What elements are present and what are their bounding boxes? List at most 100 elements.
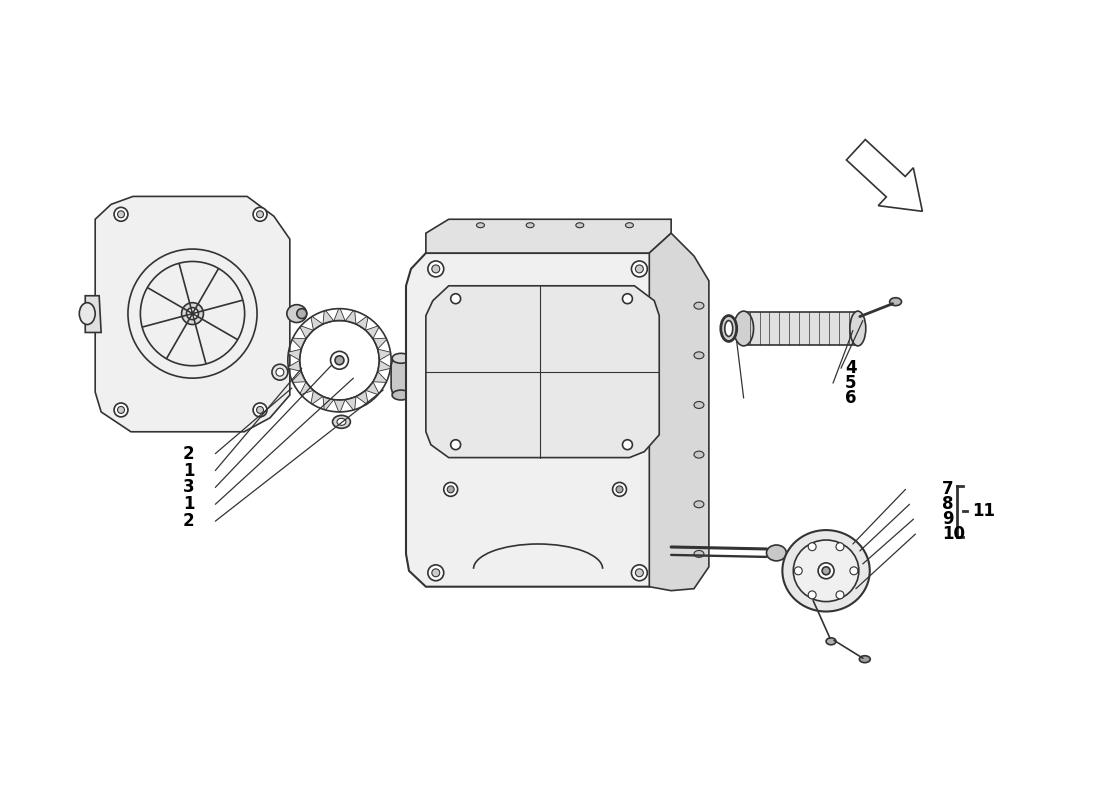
Ellipse shape (631, 565, 647, 581)
Polygon shape (365, 382, 380, 394)
Ellipse shape (636, 265, 644, 273)
Ellipse shape (392, 354, 410, 363)
Ellipse shape (575, 222, 584, 228)
Ellipse shape (794, 567, 802, 574)
Ellipse shape (114, 403, 128, 417)
Ellipse shape (272, 364, 288, 380)
Ellipse shape (336, 356, 344, 365)
Ellipse shape (631, 261, 647, 277)
Ellipse shape (476, 222, 484, 228)
Ellipse shape (694, 451, 704, 458)
Ellipse shape (182, 302, 204, 325)
Polygon shape (293, 338, 306, 349)
Polygon shape (323, 310, 333, 324)
Polygon shape (300, 326, 313, 339)
Ellipse shape (443, 482, 458, 496)
Text: 1: 1 (183, 462, 195, 479)
Polygon shape (345, 397, 356, 410)
Ellipse shape (793, 540, 859, 602)
Ellipse shape (392, 390, 410, 400)
Ellipse shape (330, 351, 349, 370)
Ellipse shape (118, 211, 124, 218)
Polygon shape (426, 219, 671, 253)
Ellipse shape (767, 545, 786, 561)
Polygon shape (86, 296, 101, 333)
Ellipse shape (822, 567, 830, 574)
Polygon shape (373, 338, 387, 349)
Ellipse shape (451, 294, 461, 304)
Ellipse shape (808, 542, 816, 550)
Ellipse shape (79, 302, 96, 325)
Ellipse shape (890, 298, 902, 306)
Polygon shape (744, 312, 858, 346)
Text: 4: 4 (845, 359, 857, 378)
Ellipse shape (253, 207, 267, 222)
Polygon shape (333, 399, 345, 412)
Polygon shape (311, 390, 323, 404)
Ellipse shape (720, 315, 737, 342)
Ellipse shape (451, 440, 461, 450)
Ellipse shape (287, 305, 307, 322)
Polygon shape (365, 326, 380, 339)
Ellipse shape (448, 486, 454, 493)
Ellipse shape (256, 211, 264, 218)
Ellipse shape (636, 569, 644, 577)
Ellipse shape (734, 311, 754, 346)
Ellipse shape (428, 261, 443, 277)
Ellipse shape (623, 440, 632, 450)
Text: 2: 2 (183, 512, 195, 530)
Ellipse shape (432, 569, 440, 577)
Ellipse shape (623, 294, 632, 304)
Polygon shape (345, 310, 356, 324)
Ellipse shape (859, 656, 870, 662)
Polygon shape (426, 286, 659, 458)
Ellipse shape (626, 222, 634, 228)
Ellipse shape (694, 550, 704, 558)
Polygon shape (373, 371, 387, 382)
Text: 6: 6 (845, 389, 857, 407)
Ellipse shape (428, 565, 443, 581)
Ellipse shape (432, 265, 440, 273)
Ellipse shape (694, 402, 704, 409)
Ellipse shape (694, 302, 704, 309)
Ellipse shape (253, 403, 267, 417)
Ellipse shape (782, 530, 870, 611)
Polygon shape (377, 349, 390, 360)
Ellipse shape (808, 591, 816, 599)
Ellipse shape (725, 321, 733, 337)
Text: 9: 9 (943, 510, 954, 528)
Polygon shape (288, 349, 301, 360)
Ellipse shape (118, 406, 124, 414)
Polygon shape (323, 397, 333, 410)
Polygon shape (311, 317, 323, 330)
Ellipse shape (332, 415, 351, 428)
Ellipse shape (818, 563, 834, 578)
Ellipse shape (694, 352, 704, 358)
Ellipse shape (836, 542, 844, 550)
Text: 7: 7 (943, 480, 954, 498)
Ellipse shape (337, 418, 345, 426)
Ellipse shape (613, 482, 627, 496)
Polygon shape (649, 233, 708, 590)
Polygon shape (333, 309, 345, 321)
Polygon shape (300, 382, 313, 394)
Text: 2: 2 (183, 445, 195, 462)
Ellipse shape (694, 501, 704, 508)
Ellipse shape (526, 222, 535, 228)
Text: 5: 5 (845, 374, 857, 392)
Ellipse shape (297, 309, 307, 318)
Ellipse shape (616, 486, 623, 493)
Text: 10: 10 (943, 525, 966, 543)
Text: 8: 8 (943, 495, 954, 514)
Ellipse shape (836, 591, 844, 599)
Polygon shape (293, 371, 306, 382)
Ellipse shape (276, 368, 284, 376)
Polygon shape (356, 317, 369, 330)
Text: 1: 1 (183, 495, 195, 514)
Polygon shape (356, 390, 369, 404)
Ellipse shape (256, 406, 264, 414)
Text: 11: 11 (972, 502, 996, 520)
Ellipse shape (826, 638, 836, 645)
Polygon shape (96, 197, 289, 432)
Ellipse shape (187, 308, 198, 319)
